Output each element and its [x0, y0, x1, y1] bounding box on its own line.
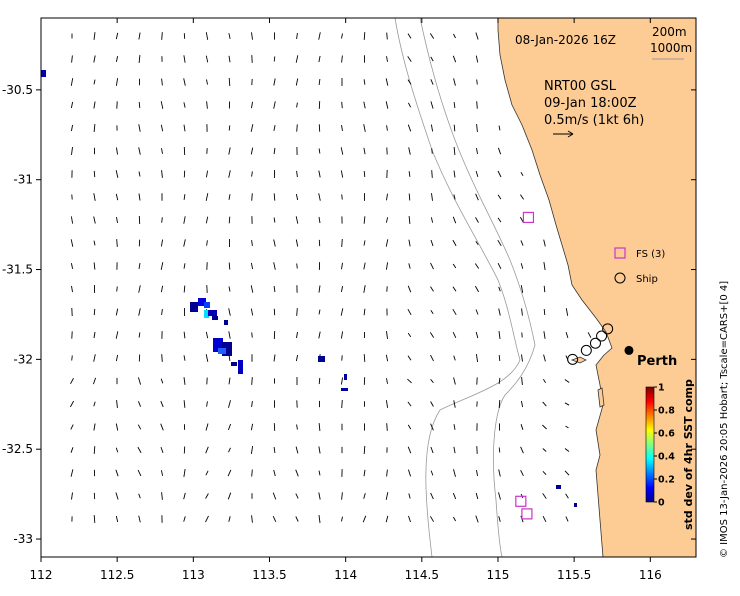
current-vector — [319, 378, 320, 384]
current-vector — [94, 515, 95, 523]
current-vector — [342, 194, 343, 199]
current-vector — [364, 354, 365, 362]
product-label: NRT00 GSL — [544, 79, 617, 94]
current-vector — [432, 170, 433, 178]
current-vector — [252, 470, 253, 477]
current-vector — [297, 124, 298, 131]
current-vector — [499, 355, 500, 361]
x-tick-label: 112 — [30, 568, 53, 582]
current-vector — [139, 102, 140, 108]
colorbar-label: std dev of 4hr SST comp — [682, 379, 695, 530]
x-tick-label: 115 — [487, 568, 510, 582]
current-vector — [94, 171, 95, 177]
current-vector — [252, 193, 253, 200]
x-tick-label: 113 — [182, 568, 205, 582]
map-date: 08-Jan-2026 16Z — [515, 33, 616, 47]
current-vector — [364, 446, 365, 454]
x-tick-label: 116 — [639, 568, 662, 582]
current-vector — [117, 287, 118, 292]
current-vector — [544, 286, 545, 292]
current-vector — [229, 78, 230, 86]
current-vector — [229, 263, 230, 270]
current-vector — [229, 217, 230, 224]
current-vector — [342, 239, 343, 247]
y-tick-label: -33 — [13, 532, 33, 546]
current-vector — [499, 400, 500, 408]
current-vector — [184, 286, 185, 293]
perth-marker — [624, 346, 633, 355]
current-vector — [162, 354, 163, 362]
colorbar-tick-label: 1 — [658, 383, 665, 394]
vector-scale-label: 0.5m/s (1kt 6h) — [544, 113, 644, 128]
current-vector — [274, 57, 275, 62]
current-vector — [94, 309, 95, 315]
fs-legend-label: FS (3) — [636, 249, 665, 260]
current-vector — [274, 193, 275, 200]
current-vector — [499, 448, 500, 453]
current-vector — [342, 102, 343, 108]
current-vector — [387, 33, 388, 40]
current-vector — [297, 264, 298, 269]
current-vector — [409, 194, 410, 201]
x-tick-label: 112.5 — [100, 568, 134, 582]
ship-legend-label: Ship — [636, 274, 658, 285]
y-tick-label: -32.5 — [2, 442, 33, 456]
contour-label-1000: 1000m — [650, 41, 692, 55]
colorbar-tick-label: 0.2 — [658, 475, 675, 486]
current-vector — [342, 400, 343, 408]
current-vector — [229, 125, 230, 130]
current-vector — [477, 101, 478, 108]
current-vector — [454, 125, 455, 132]
x-tick-label: 114.5 — [405, 568, 439, 582]
current-vector — [94, 446, 95, 454]
current-vector — [72, 356, 73, 361]
colorbar-tick-label: 0 — [658, 498, 665, 509]
contour-label-200: 200m — [652, 25, 687, 39]
current-vector — [387, 423, 388, 431]
colorbar-tick-label: 0.8 — [658, 406, 675, 417]
y-tick-label: -31.5 — [2, 263, 33, 277]
current-vector — [297, 308, 298, 316]
colorbar — [646, 387, 654, 502]
current-vector — [252, 377, 253, 385]
y-tick-label: -30.5 — [2, 83, 33, 97]
x-tick-label: 114 — [334, 568, 357, 582]
city-label: Perth — [637, 354, 677, 369]
colorbar-tick-label: 0.4 — [658, 452, 675, 463]
current-vector — [477, 80, 478, 85]
y-tick-label: -32 — [13, 352, 33, 366]
current-vector — [364, 171, 365, 177]
current-vector — [432, 148, 433, 153]
x-tick-label: 113.5 — [252, 568, 286, 582]
current-vector — [117, 239, 118, 247]
y-tick-label: -31 — [13, 173, 33, 187]
current-vector — [544, 309, 545, 315]
current-vector — [162, 32, 163, 40]
current-vector — [364, 32, 365, 40]
current-vector — [252, 332, 253, 337]
x-tick-label: 115.5 — [557, 568, 591, 582]
current-date-label: 09-Jan 18:00Z — [544, 96, 637, 111]
credit-text: © IMOS 13-Jan-2026 20:05 Hobart; Tscale=… — [719, 281, 730, 558]
current-vector — [162, 217, 163, 222]
colorbar-tick-label: 0.6 — [658, 429, 675, 440]
